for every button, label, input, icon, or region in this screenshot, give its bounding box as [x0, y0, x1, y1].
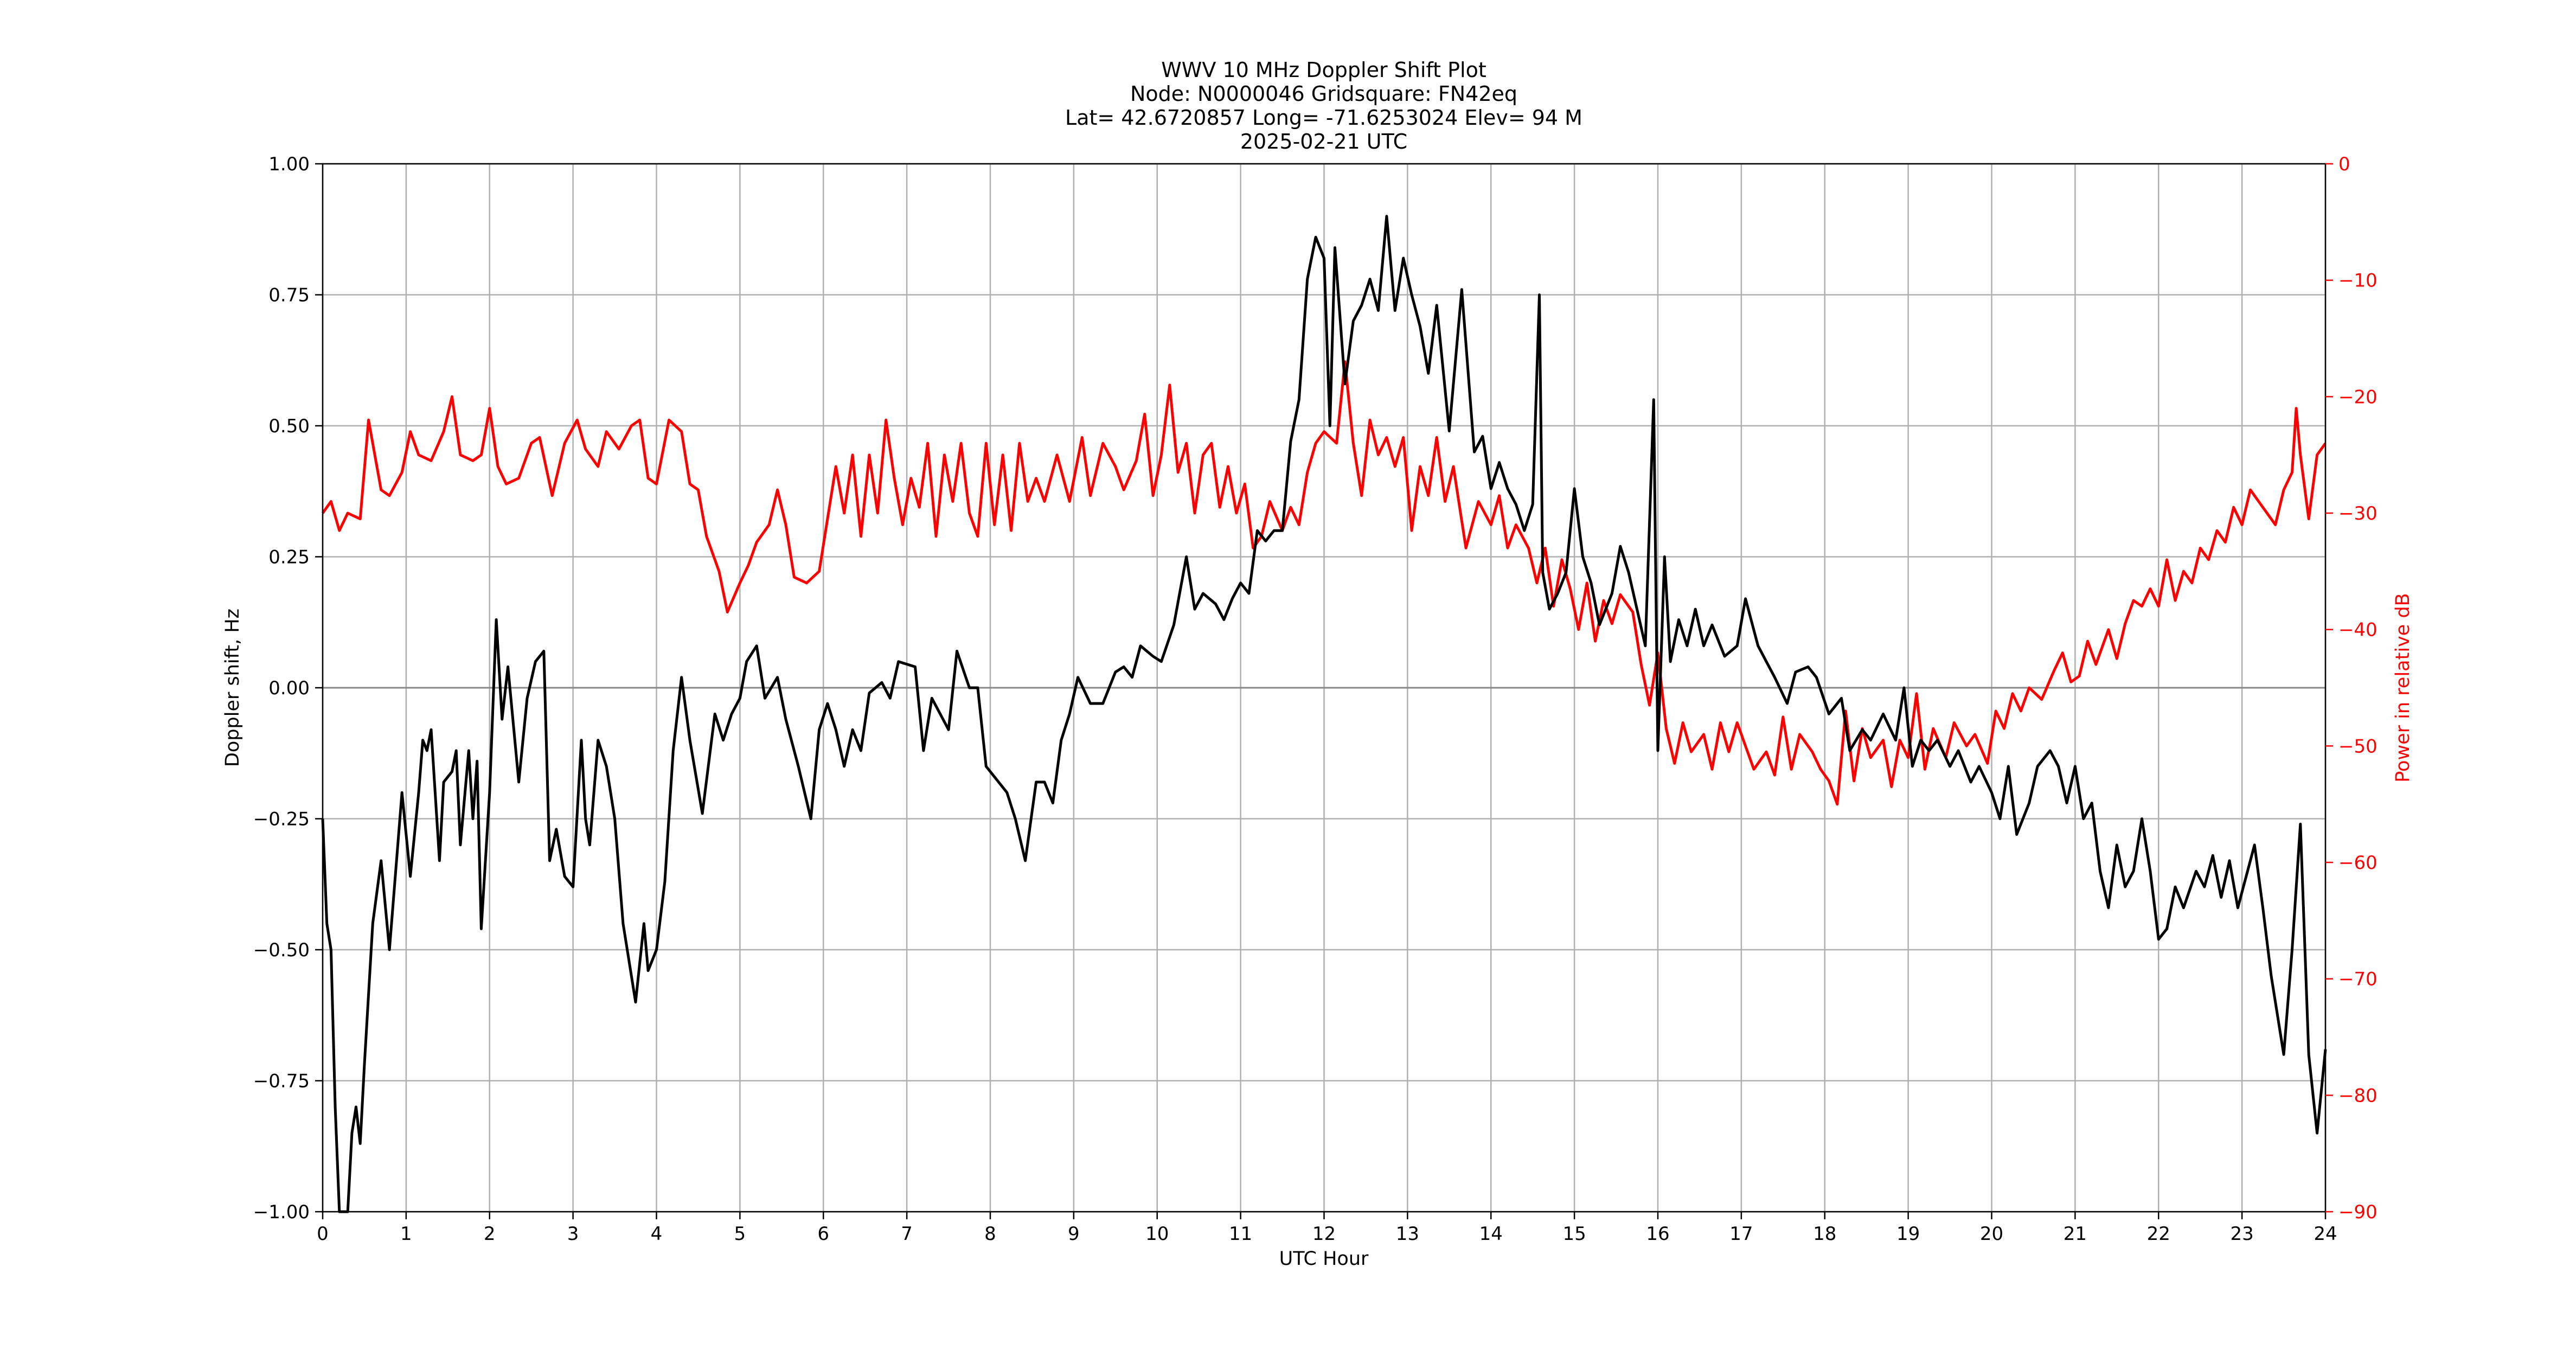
x-tick-label: 6	[817, 1223, 829, 1245]
left-y-tick-label: 1.00	[268, 153, 310, 175]
right-y-tick-label: −80	[2338, 1085, 2378, 1106]
x-tick-label: 10	[1145, 1223, 1169, 1245]
right-y-tick-label: −20	[2338, 386, 2378, 408]
title-line-4: 2025-02-21 UTC	[1240, 130, 1407, 153]
left-y-tick-label: 0.50	[268, 415, 310, 437]
power-series-line	[321, 360, 2327, 806]
x-tick-label: 18	[1813, 1223, 1836, 1245]
x-tick-label: 0	[317, 1223, 329, 1245]
left-y-axis-ticks: 1.00 0.75 0.50 0.25 0.00 −0.25 −0.50 −0.75 −1.00	[253, 153, 323, 1223]
x-tick-label: 21	[2064, 1223, 2087, 1245]
x-tick-label: 22	[2147, 1223, 2170, 1245]
x-tick-label: 12	[1312, 1223, 1336, 1245]
right-y-tick-label: 0	[2338, 153, 2350, 175]
x-tick-label: 5	[734, 1223, 746, 1245]
x-tick-label: 13	[1396, 1223, 1419, 1245]
chart-title: WWV 10 MHz Doppler Shift Plot Node: N000…	[1065, 58, 1582, 153]
left-y-tick-label: 0.75	[268, 285, 310, 306]
x-tick-label: 23	[2230, 1223, 2253, 1245]
right-y-tick-label: −50	[2338, 735, 2378, 757]
title-line-1: WWV 10 MHz Doppler Shift Plot	[1161, 58, 1486, 82]
left-y-tick-label: 0.00	[268, 677, 310, 699]
x-tick-label: 20	[1980, 1223, 2003, 1245]
x-tick-label: 17	[1729, 1223, 1753, 1245]
x-tick-label: 11	[1229, 1223, 1252, 1245]
right-y-tick-label: −30	[2338, 503, 2378, 525]
x-axis-label: UTC Hour	[1279, 1248, 1369, 1270]
x-tick-label: 15	[1562, 1223, 1586, 1245]
title-line-2: Node: N0000046 Gridsquare: FN42eq	[1130, 82, 1517, 106]
left-y-axis-label: Doppler shift, Hz	[222, 609, 243, 767]
x-tick-label: 3	[567, 1223, 579, 1245]
right-y-tick-label: −10	[2338, 270, 2378, 292]
right-y-tick-label: −70	[2338, 969, 2378, 990]
x-axis-ticks: 0 1 2 3 4 5 6 7 8 9 10 11 12 13 14 15 16 17 18 19 20 21 22 23 24	[317, 1212, 2337, 1245]
x-tick-label: 16	[1646, 1223, 1669, 1245]
left-y-tick-label: 0.25	[268, 547, 310, 568]
x-tick-label: 4	[651, 1223, 663, 1245]
right-y-tick-label: −90	[2338, 1201, 2378, 1223]
left-y-tick-label: −1.00	[253, 1201, 310, 1223]
left-y-tick-label: −0.75	[253, 1071, 310, 1092]
x-tick-label: 8	[984, 1223, 996, 1245]
right-y-tick-label: −40	[2338, 619, 2378, 641]
x-tick-label: 7	[901, 1223, 913, 1245]
series-group	[321, 215, 2327, 1213]
doppler-series-line	[321, 215, 2327, 1213]
left-y-tick-label: −0.50	[253, 939, 310, 961]
right-y-axis-label: Power in relative dB	[2392, 593, 2414, 782]
title-line-3: Lat= 42.6720857 Long= -71.6253024 Elev= …	[1065, 106, 1582, 130]
x-tick-label: 14	[1479, 1223, 1503, 1245]
x-tick-label: 24	[2314, 1223, 2337, 1245]
right-y-tick-label: −60	[2338, 852, 2378, 874]
right-y-axis-ticks: 0 −10 −20 −30 −40 −50 −60 −70 −80 −90	[2325, 153, 2378, 1223]
left-y-tick-label: −0.25	[253, 809, 310, 830]
x-tick-label: 2	[484, 1223, 496, 1245]
x-tick-label: 9	[1068, 1223, 1080, 1245]
x-tick-label: 19	[1896, 1223, 1920, 1245]
x-tick-label: 1	[400, 1223, 412, 1245]
